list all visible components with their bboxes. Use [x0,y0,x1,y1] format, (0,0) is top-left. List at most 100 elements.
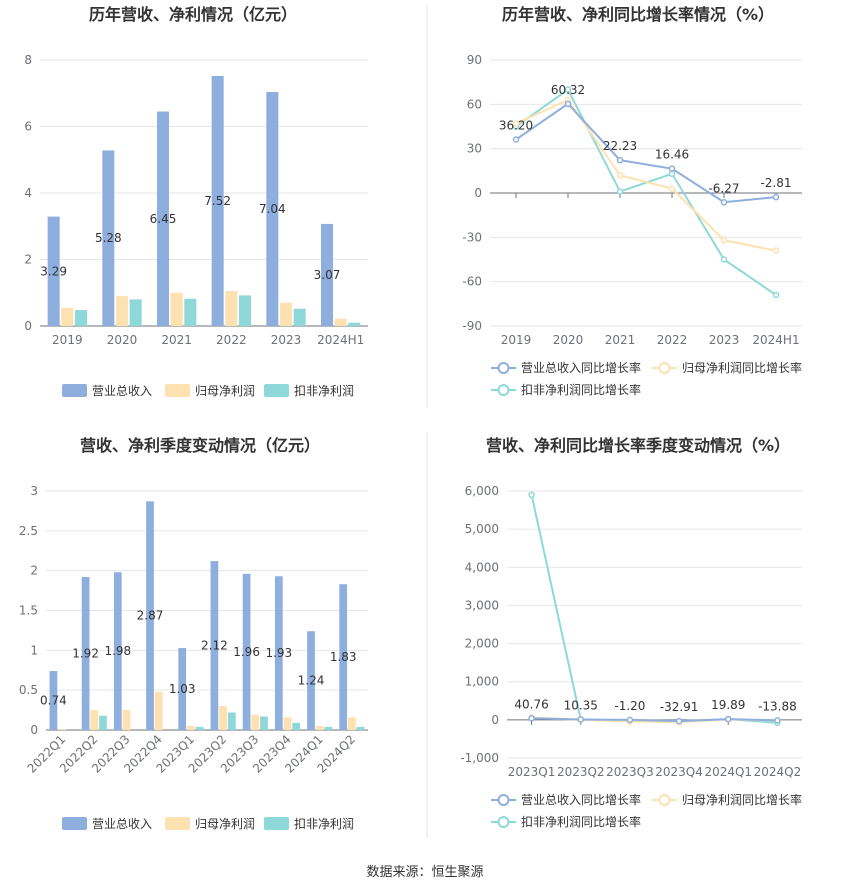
data-point[interactable] [626,716,634,724]
data-point[interactable] [774,717,781,724]
bar[interactable] [219,706,227,730]
bar[interactable] [184,298,197,326]
data-point[interactable] [616,156,624,164]
bar[interactable] [320,223,334,326]
bar[interactable] [146,501,154,730]
data-point[interactable] [772,247,780,254]
y-tick-label: -60 [462,275,482,289]
data-point[interactable] [668,165,676,172]
legend-swatch[interactable] [165,817,190,830]
legend-label[interactable]: 营业总收入 [92,817,152,831]
bar[interactable] [61,307,74,326]
legend-marker [497,816,510,828]
y-tick-label: 30 [467,142,482,156]
data-point[interactable] [512,136,520,143]
data-point[interactable] [720,237,728,244]
bar[interactable] [58,729,66,730]
x-tick-label: 2024H1 [752,333,799,347]
data-point[interactable] [564,100,572,108]
legend-swatch[interactable] [62,817,87,830]
bar[interactable] [339,584,348,730]
chart-title: 历年营收、净利同比增长率情况（%） [502,5,774,24]
bar[interactable] [266,91,279,326]
bar[interactable] [279,302,293,326]
legend-label[interactable]: 扣非净利润 [294,817,354,831]
legend-label[interactable]: 归母净利润同比增长率 [682,360,802,375]
bar[interactable] [122,710,131,730]
chart-annual-revenue-profit: 历年营收、净利情况（亿元） 0 2 4 6 8 2019 2020 2021 2022 2023 20… [24,5,368,398]
legend-label[interactable]: 扣非净利润同比增长率 [521,814,641,829]
bar[interactable] [49,671,58,730]
bar[interactable] [115,296,129,326]
data-point[interactable] [725,715,732,723]
chart-quarterly-revenue-profit: 营收、净利季度变动情况（亿元）00.511.522.532022Q12022Q2… [19,436,368,831]
bar[interactable] [178,647,187,730]
bar[interactable] [81,577,90,730]
bar[interactable] [113,572,122,730]
data-point[interactable] [675,717,683,725]
legend-label[interactable]: 扣非净利润同比增长率 [521,382,641,397]
bar[interactable] [74,310,88,326]
data-point[interactable] [772,193,780,201]
bar[interactable] [283,717,292,730]
bar[interactable] [99,715,107,730]
data-point[interactable] [564,86,572,93]
data-point[interactable] [668,185,676,192]
data-point[interactable] [720,199,728,206]
legend-label[interactable]: 营业总收入同比增长率 [521,792,641,807]
bar[interactable] [129,299,142,326]
legend-swatch[interactable] [264,817,289,830]
legend-label[interactable]: 归母净利润 [195,384,255,398]
legend-swatch[interactable] [62,384,87,397]
data-point[interactable] [616,172,624,179]
bar[interactable] [356,726,365,730]
legend-label[interactable]: 归母净利润 [195,817,255,831]
bar-data-label: 7.04 [259,202,286,216]
y-tick-label: 6 [24,120,32,134]
data-point[interactable] [616,188,624,195]
bar[interactable] [348,717,356,730]
legend-label[interactable]: 归母净利润同比增长率 [682,792,802,807]
data-point[interactable] [528,715,535,722]
bar[interactable] [334,318,347,326]
bar[interactable] [227,712,236,730]
bar-data-label: 3.29 [40,264,67,278]
bar[interactable] [170,292,183,326]
data-point[interactable] [668,170,676,178]
bar[interactable] [274,576,283,730]
bar[interactable] [292,722,301,730]
bar[interactable] [238,295,252,326]
bar[interactable] [195,726,204,730]
bar[interactable] [211,75,224,327]
data-point[interactable] [720,256,728,263]
bar[interactable] [90,710,99,730]
legend-label[interactable]: 营业总收入同比增长率 [521,360,641,375]
legend-label[interactable]: 扣非净利润 [294,384,354,398]
legend-swatch[interactable] [165,384,190,397]
legend-marker [658,362,671,374]
bar[interactable] [242,573,251,730]
data-point[interactable] [512,120,520,127]
bar[interactable] [102,150,115,326]
data-point[interactable] [772,291,780,299]
bar[interactable] [187,726,195,730]
bar[interactable] [225,291,238,326]
bar[interactable] [154,691,163,730]
bar[interactable] [156,111,170,326]
legend-swatch[interactable] [264,384,289,397]
data-point[interactable] [577,716,584,723]
bar[interactable] [47,216,60,326]
bar[interactable] [307,631,315,730]
bar[interactable] [293,308,306,326]
x-tick-label: 2024Q2 [754,765,802,779]
chart-title: 营收、净利季度变动情况（亿元） [80,436,320,455]
bar[interactable] [260,716,268,730]
bar[interactable] [251,714,260,730]
legend-label[interactable]: 营业总收入 [92,384,152,398]
bar[interactable] [210,561,219,730]
y-tick-label: 0.5 [19,683,38,697]
bar[interactable] [348,322,361,326]
data-point[interactable] [528,491,535,499]
bar[interactable] [315,726,324,730]
bar[interactable] [324,726,333,730]
